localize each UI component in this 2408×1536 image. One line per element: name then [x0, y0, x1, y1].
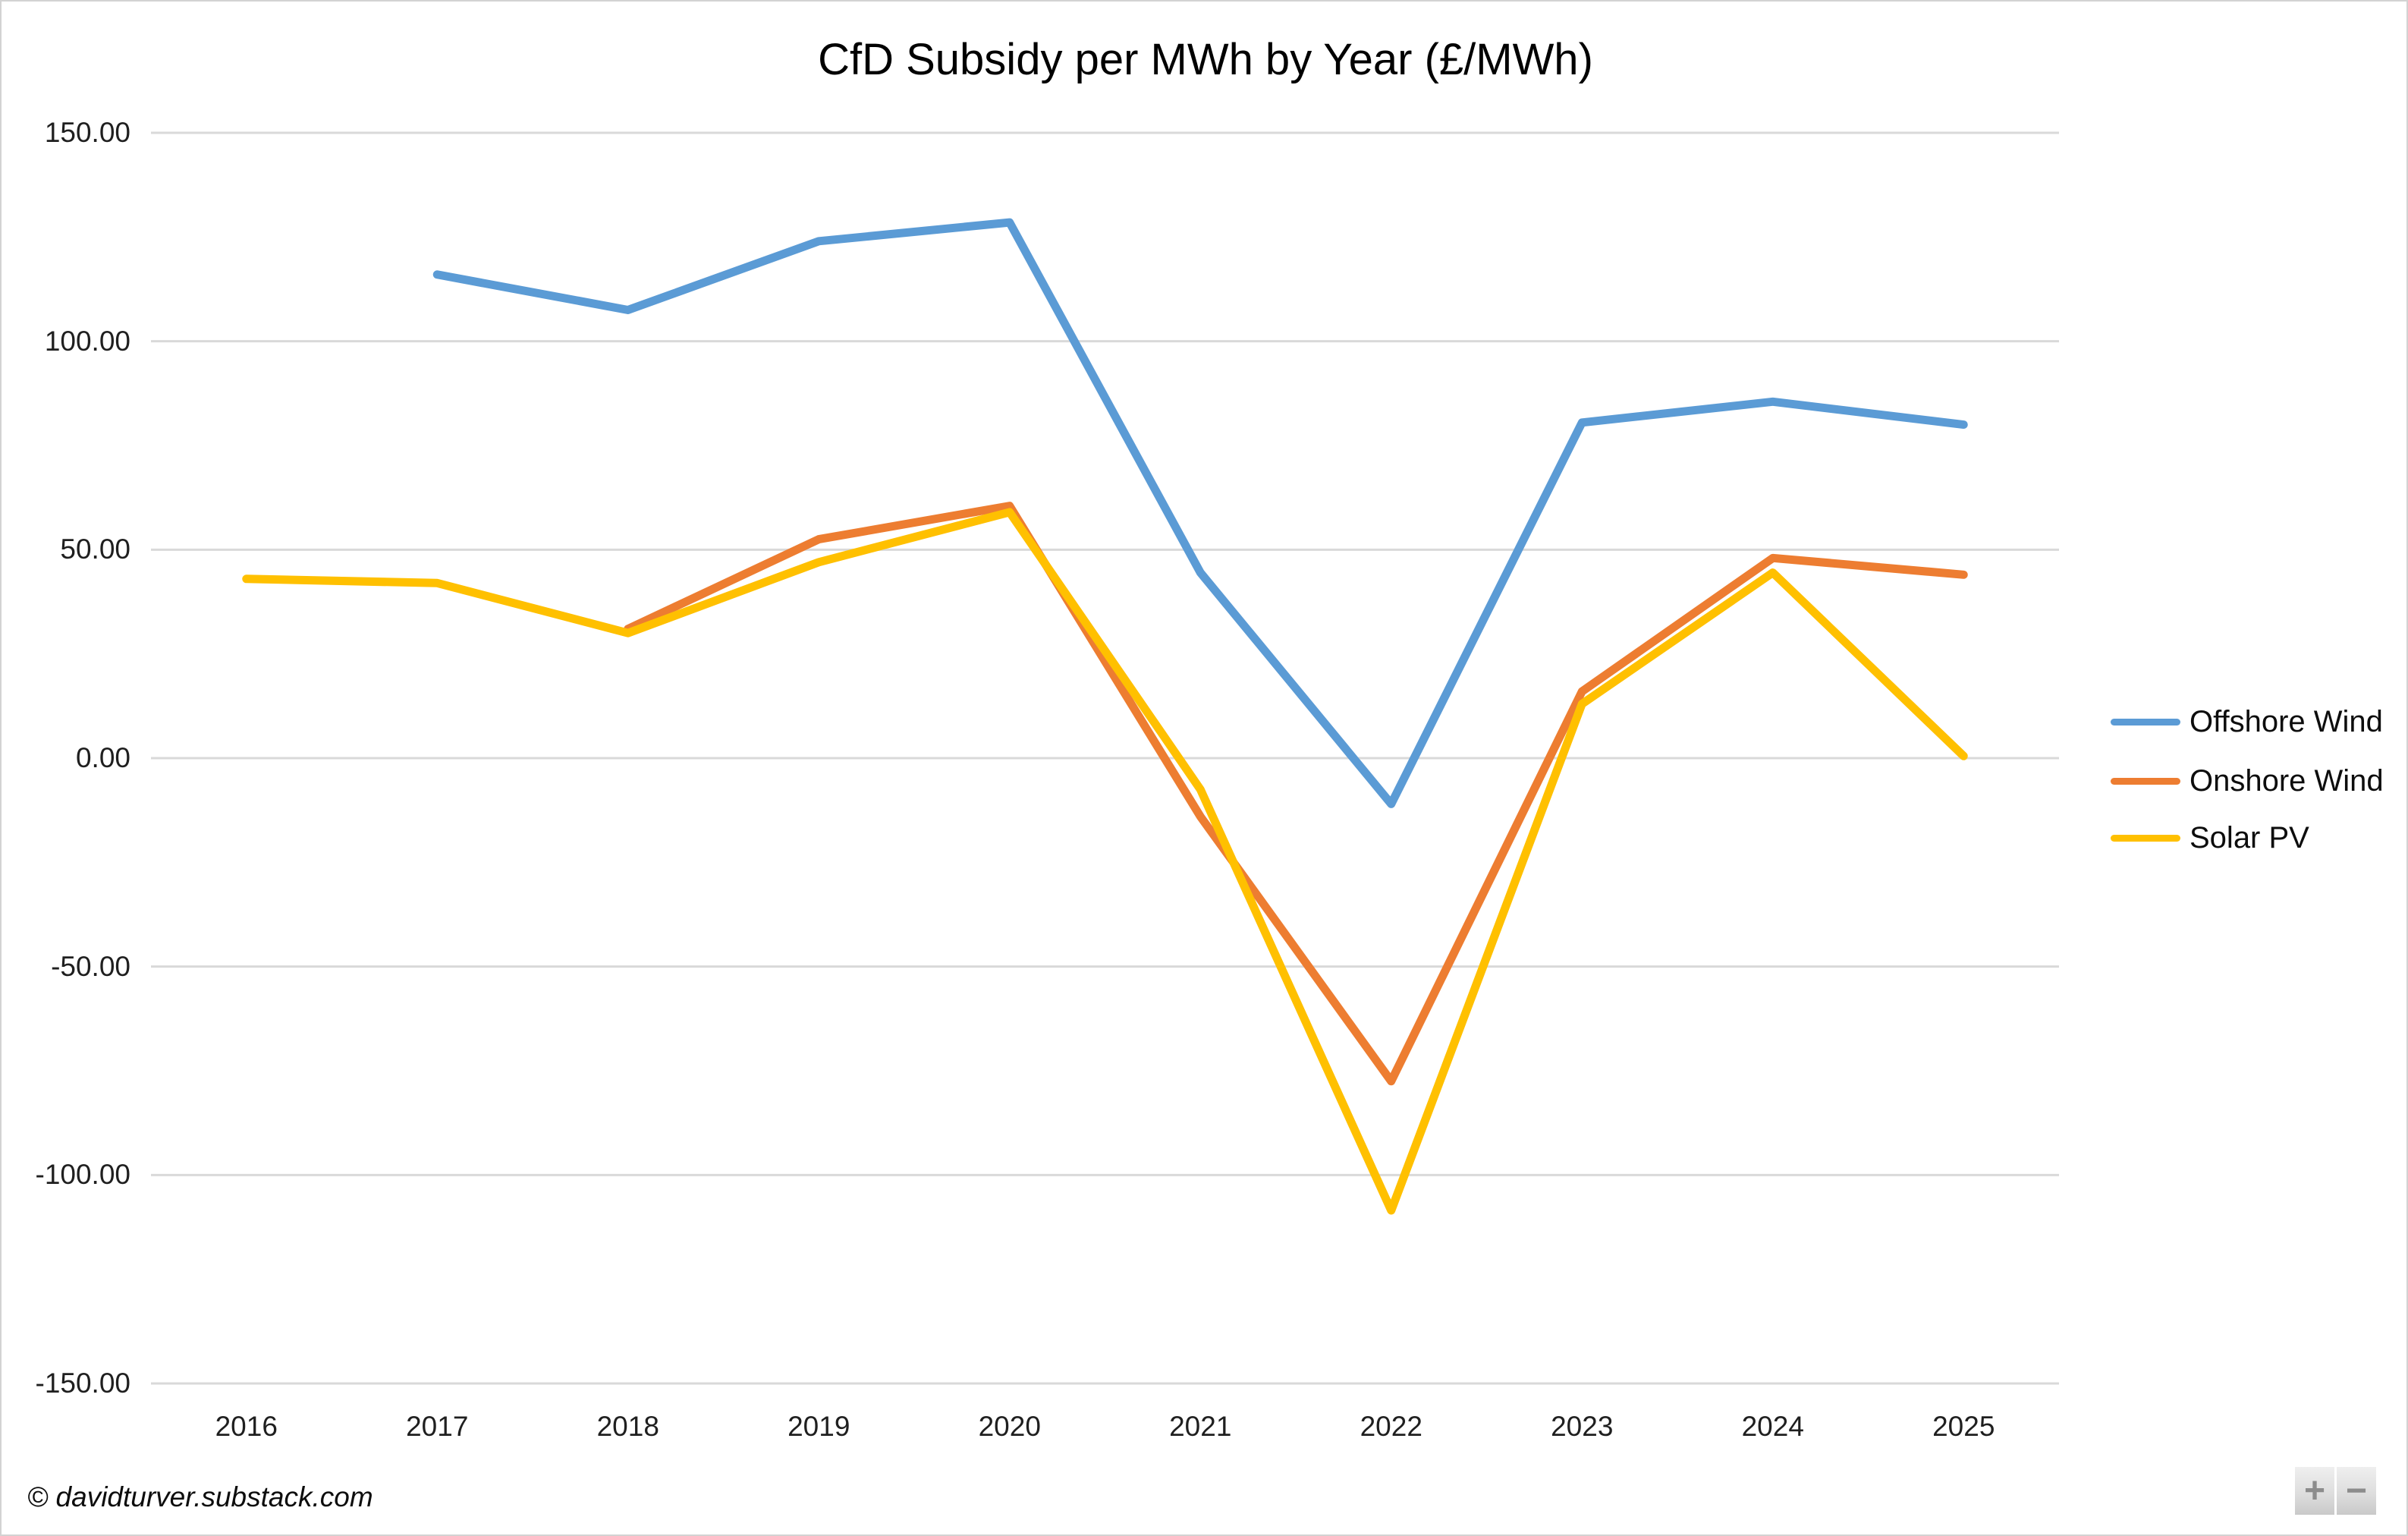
- legend-line-swatch-icon: [2111, 777, 2180, 785]
- legend-item-offshore-wind: Offshore Wind: [2111, 703, 2383, 740]
- zoom-out-button[interactable]: −: [2337, 1467, 2376, 1515]
- gridlines: [151, 131, 2059, 1385]
- x-axis-tick-label: 2019: [787, 1411, 850, 1442]
- x-axis-tick-label: 2016: [215, 1411, 278, 1442]
- legend-label: Solar PV: [2190, 820, 2309, 855]
- y-axis-tick-label: 100.00: [44, 325, 130, 357]
- minus-icon: −: [2345, 1471, 2368, 1511]
- legend-label: Onshore Wind: [2190, 763, 2384, 798]
- legend-label: Offshore Wind: [2190, 704, 2383, 738]
- copyright-text: © davidturver.substack.com: [27, 1481, 373, 1512]
- chart-title: CfD Subsidy per MWh by Year (£/MWh): [818, 34, 1593, 84]
- y-axis-tick-label: -150.00: [35, 1367, 131, 1399]
- legend-line-swatch-icon: [2111, 718, 2180, 726]
- x-axis-tick-label: 2017: [406, 1411, 469, 1442]
- x-axis-tick-label: 2023: [1551, 1411, 1614, 1442]
- zoom-in-button[interactable]: +: [2295, 1467, 2334, 1515]
- plus-icon: +: [2303, 1471, 2326, 1511]
- y-axis-tick-label: 150.00: [44, 117, 130, 148]
- series-line-offshore-wind: [432, 218, 1968, 808]
- legend-line-swatch-icon: [2111, 834, 2180, 842]
- series-line-onshore-wind: [624, 502, 1968, 1086]
- legend-item-solar-pv: Solar PV: [2111, 820, 2309, 856]
- series-line-solar-pv: [242, 508, 1968, 1215]
- y-axis-tick-label: 0.00: [75, 742, 130, 773]
- x-axis-tick-label: 2021: [1169, 1411, 1232, 1442]
- x-axis-tick-label: 2024: [1741, 1411, 1804, 1442]
- x-axis-tick-label: 2020: [978, 1411, 1041, 1442]
- x-axis-tick-label: 2018: [596, 1411, 659, 1442]
- x-axis-tick-label: 2022: [1360, 1411, 1422, 1442]
- legend-item-onshore-wind: Onshore Wind: [2111, 763, 2384, 799]
- y-axis-tick-label: 50.00: [60, 534, 130, 565]
- y-axis-tick-label: -50.00: [51, 950, 130, 982]
- zoom-controls: + −: [2295, 1467, 2376, 1515]
- y-axis-tick-label: -100.00: [35, 1159, 131, 1191]
- x-axis-tick-label: 2025: [1932, 1411, 1995, 1442]
